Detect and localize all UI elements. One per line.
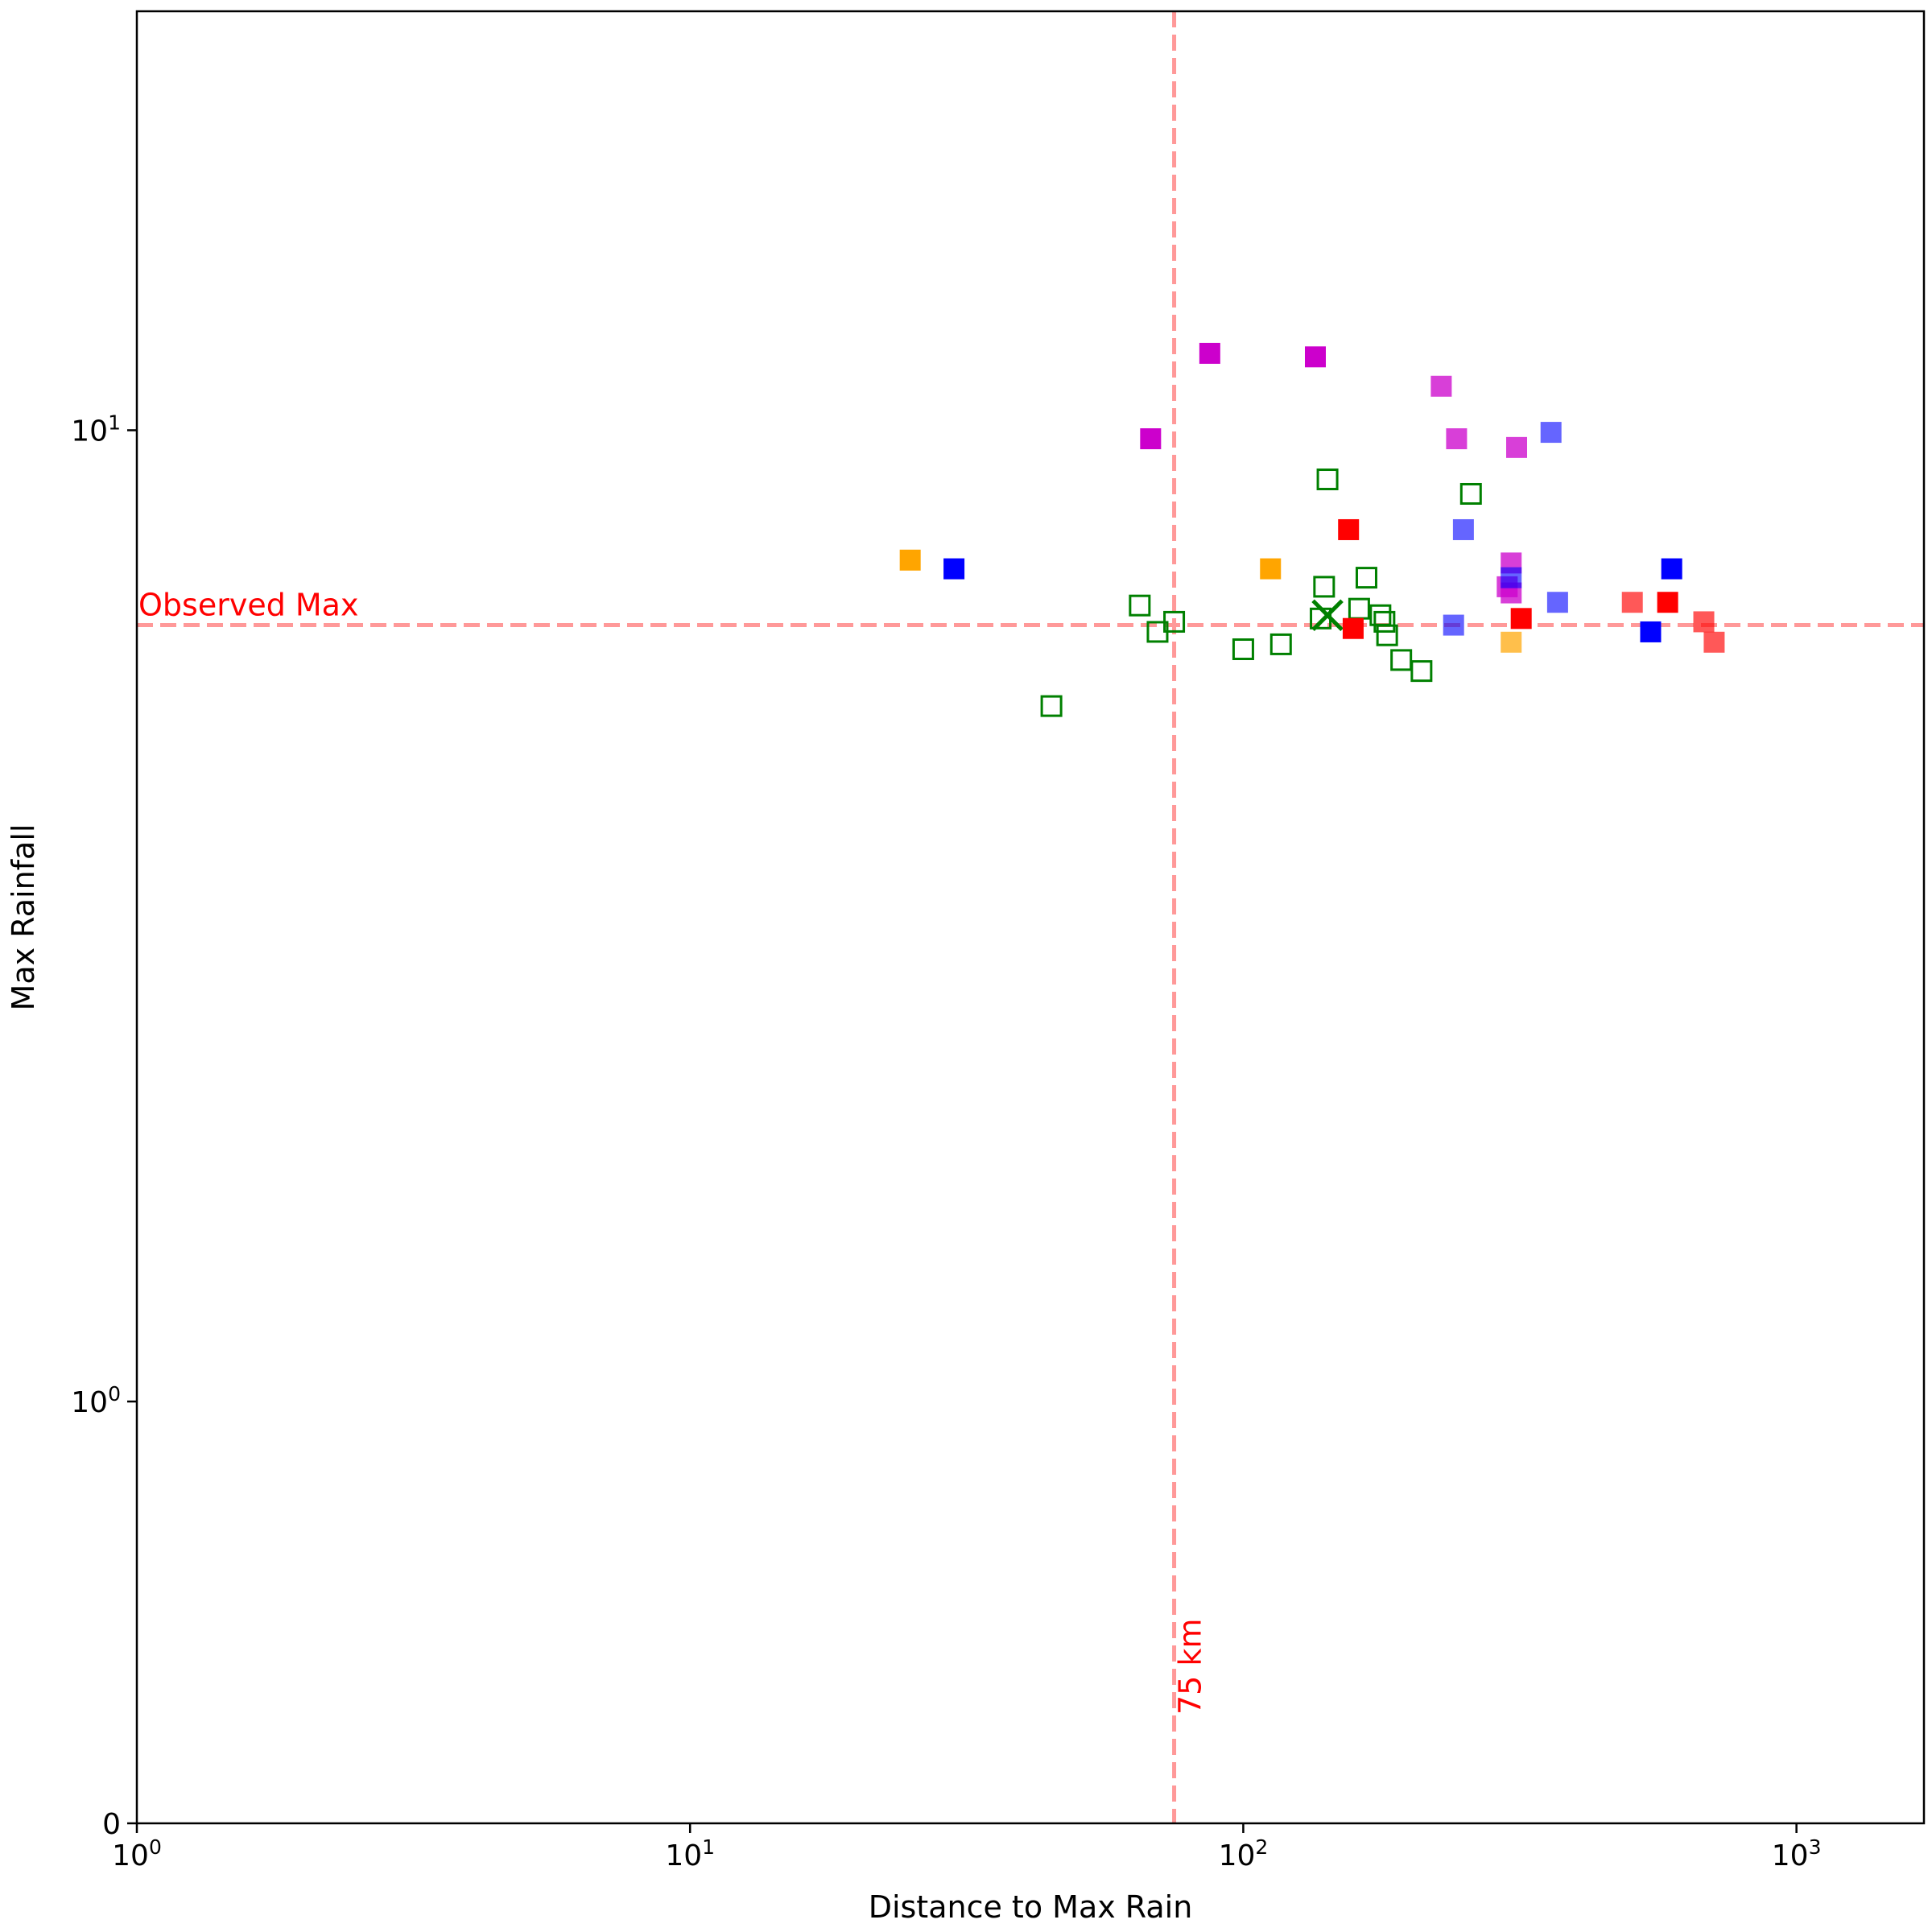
filled-square-point: [1501, 567, 1522, 588]
y-axis-label: Max Rainfall: [6, 824, 41, 1011]
y-tick-label: 0: [102, 1808, 121, 1841]
filled-square-point: [1506, 436, 1528, 458]
x-tick-label: 101: [665, 1835, 715, 1872]
filled-square-point: [1540, 422, 1562, 444]
open-square-point: [1410, 660, 1433, 683]
filled-square-point: [1338, 518, 1360, 540]
open-square-point: [1348, 597, 1370, 620]
open-square-point: [1129, 594, 1151, 617]
open-square-point: [1316, 469, 1339, 491]
data-points: [899, 342, 1725, 717]
distance-threshold-label: 75 km: [1173, 1619, 1208, 1715]
filled-square-point: [1452, 518, 1474, 540]
filled-square-point: [1446, 428, 1468, 450]
filled-square-point: [1546, 592, 1568, 613]
filled-square-point: [1140, 428, 1162, 450]
x-tick-label: 100: [112, 1835, 162, 1872]
filled-square-point: [899, 549, 921, 571]
y-tick-label: 101: [71, 411, 121, 448]
axes-frame: [135, 10, 1926, 1825]
open-square-point: [1459, 482, 1482, 505]
x-axis-label: Distance to Max Rain: [869, 1889, 1193, 1925]
open-square-point: [1355, 567, 1377, 589]
x-tick-label: 103: [1772, 1835, 1822, 1872]
open-square-point: [1232, 638, 1254, 661]
filled-square-point: [1657, 592, 1678, 613]
x-tick-label: 102: [1219, 1835, 1269, 1872]
filled-square-point: [1260, 558, 1282, 580]
y-tick-label: 100: [71, 1382, 121, 1419]
filled-square-point: [1304, 346, 1326, 368]
open-square-point: [1373, 610, 1396, 633]
filled-square-point: [1342, 617, 1364, 639]
filled-square-point: [1661, 558, 1682, 580]
filled-square-point: [1621, 592, 1643, 613]
open-square-point: [1313, 576, 1335, 598]
open-square-point: [1269, 633, 1292, 655]
x-axis-ticks: 100 101 102 103: [112, 1823, 1821, 1872]
open-square-point: [1163, 610, 1186, 633]
filled-square-point: [1703, 631, 1725, 653]
filled-square-point: [1443, 614, 1464, 636]
filled-square-point: [1199, 342, 1220, 364]
open-square-point: [1040, 695, 1063, 717]
filled-square-point: [1640, 621, 1662, 642]
filled-square-point: [1510, 608, 1532, 630]
filled-square-point: [1693, 611, 1715, 633]
observed-max-label: Observed Max: [138, 588, 358, 623]
open-square-point: [1376, 624, 1398, 646]
y-axis-ticks: 0 100 101: [71, 411, 137, 1841]
filled-square-point: [1430, 375, 1452, 397]
reference-lines: [137, 11, 1924, 1823]
x-marker-b: [1311, 599, 1344, 631]
filled-square-point: [943, 558, 965, 580]
open-square-point: [1390, 649, 1413, 671]
filled-square-point: [1501, 631, 1522, 653]
